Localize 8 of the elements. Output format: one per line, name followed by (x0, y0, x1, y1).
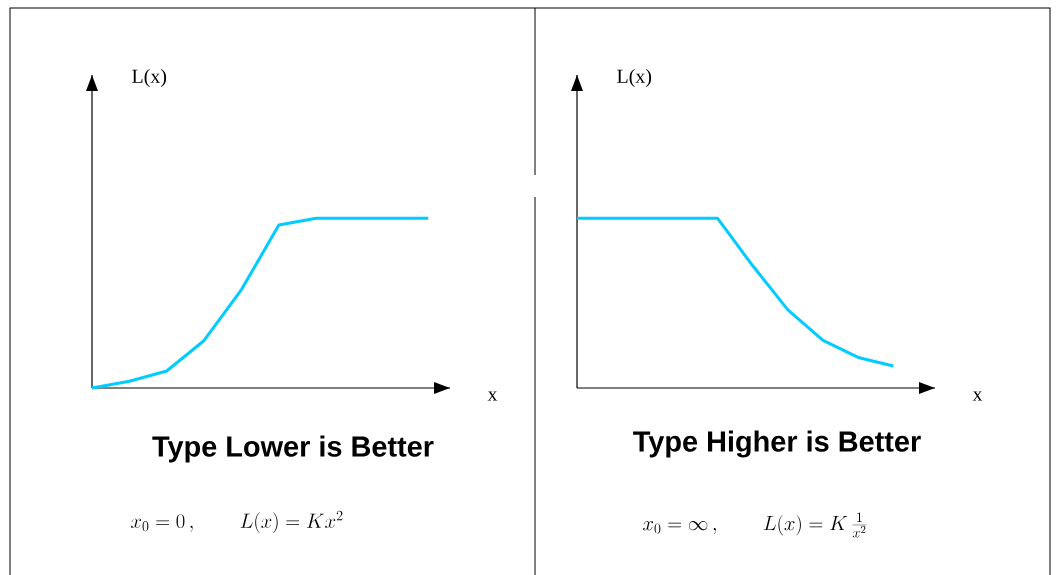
text: $x_0 = 0\,,\qquad L(x) = Kx^{2}$ (131, 510, 343, 533)
y-axis-title: L(x) (132, 68, 167, 88)
x-axis-title: x (487, 391, 498, 401)
text: Type Higher is Better (633, 430, 921, 458)
text: Type Lower is Better (152, 435, 434, 463)
text: $x_0 = \infty\,,\qquad L(x) = K\,\frac{1}{x^{2}}$ (643, 512, 867, 538)
y-axis-title: L(x) (617, 68, 652, 88)
x-axis-title: x (972, 391, 983, 401)
